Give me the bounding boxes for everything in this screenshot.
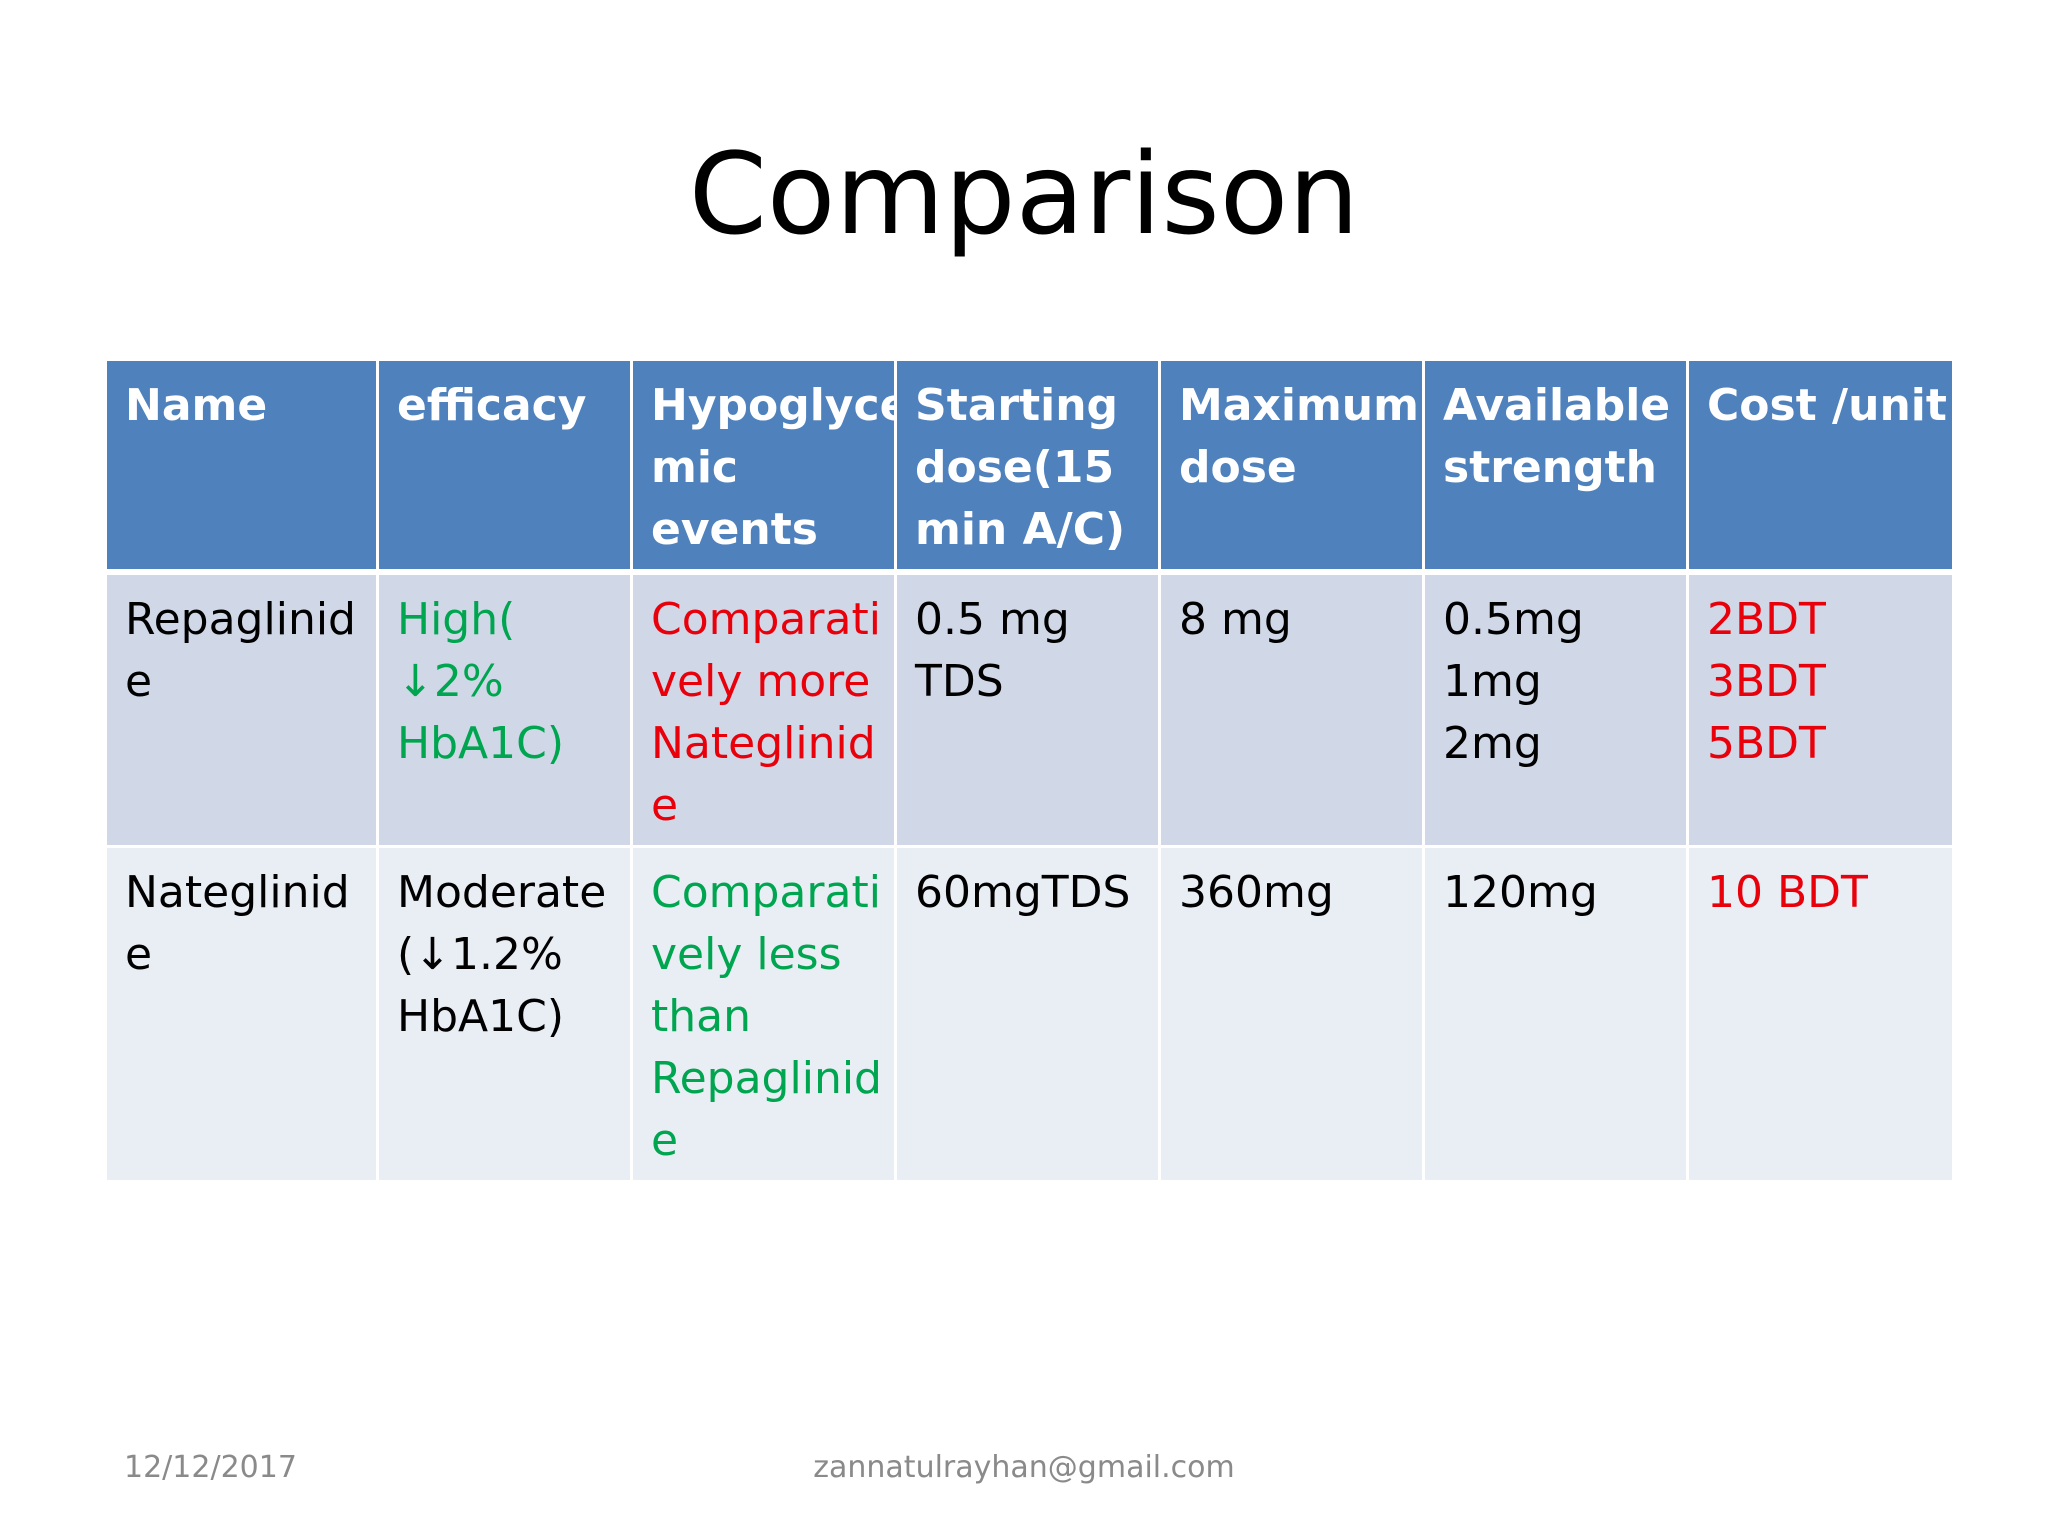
cell-starting-dose: 60mgTDS (894, 845, 1161, 1183)
header-hypoglycemic-events: Hypoglyce mic events (630, 358, 897, 575)
cell-efficacy: Moderate (↓1.2% HbA1C) (376, 845, 633, 1183)
cell-cost: 2BDT 3BDT 5BDT (1686, 570, 1955, 848)
cell-cost: 10 BDT (1686, 845, 1955, 1183)
header-name: Name (104, 358, 379, 575)
footer-email: zannatulrayhan@gmail.com (813, 1450, 1235, 1485)
cell-starting-dose: 0.5 mg TDS (894, 570, 1161, 848)
cell-hypoglycemic-events: Comparati vely more Nateglinid e (630, 570, 897, 848)
table-header-row: Name efficacy Hypoglyce mic events Start… (104, 358, 1955, 575)
cell-available-strength: 0.5mg 1mg 2mg (1422, 570, 1689, 848)
cell-name: Repaglinid e (104, 570, 379, 848)
cell-efficacy: High( ↓2% HbA1C) (376, 570, 633, 848)
cell-maximum-dose: 360mg (1158, 845, 1425, 1183)
table-row-repaglinide: Repaglinid e High( ↓2% HbA1C) Comparati … (104, 570, 1955, 848)
header-efficacy: efficacy (376, 358, 633, 575)
cell-maximum-dose: 8 mg (1158, 570, 1425, 848)
slide-title: Comparison (688, 130, 1360, 260)
header-maximum-dose: Maximum dose (1158, 358, 1425, 575)
header-cost-per-unit: Cost /unit (1686, 358, 1955, 575)
comparison-table: Name efficacy Hypoglyce mic events Start… (104, 358, 1955, 1183)
cell-available-strength: 120mg (1422, 845, 1689, 1183)
footer-date: 12/12/2017 (124, 1450, 297, 1485)
header-starting-dose: Starting dose(15 min A/C) (894, 358, 1161, 575)
header-available-strength: Available strength (1422, 358, 1689, 575)
cell-name: Nateglinid e (104, 845, 379, 1183)
table-row-nateglinide: Nateglinid e Moderate (↓1.2% HbA1C) Comp… (104, 845, 1955, 1183)
cell-hypoglycemic-events: Comparati vely less than Repaglinid e (630, 845, 897, 1183)
